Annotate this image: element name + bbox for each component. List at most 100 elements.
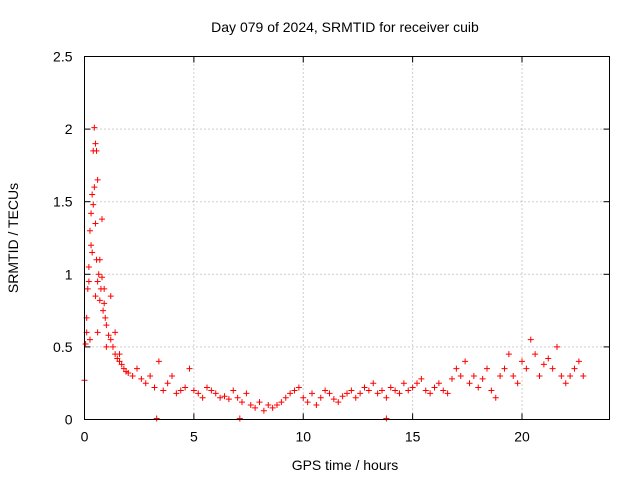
data-point <box>449 375 455 382</box>
data-point <box>313 401 320 408</box>
data-point <box>101 285 108 292</box>
data-point <box>92 140 99 147</box>
data-point <box>545 355 552 362</box>
chart-title: Day 079 of 2024, SRMTID for receiver cui… <box>211 19 479 35</box>
data-point <box>221 393 228 400</box>
data-point <box>304 399 311 406</box>
data-point <box>580 372 587 379</box>
data-point <box>107 336 114 343</box>
data-point <box>510 372 517 379</box>
data-point <box>247 401 254 408</box>
x-axis-title: GPS time / hours <box>292 457 399 473</box>
data-point <box>92 293 99 300</box>
data-point <box>532 351 539 358</box>
data-point <box>96 256 103 263</box>
data-point <box>190 387 197 394</box>
data-point <box>103 322 110 329</box>
data-point <box>501 365 508 372</box>
data-point <box>352 394 359 401</box>
y-tick-label: 2.5 <box>53 49 73 65</box>
data-point <box>383 415 390 422</box>
data-point <box>173 390 180 397</box>
data-point <box>422 387 429 394</box>
data-point <box>317 394 324 401</box>
data-point <box>212 390 219 397</box>
data-point <box>462 358 469 365</box>
data-point <box>265 401 272 408</box>
data-point <box>85 264 92 271</box>
data-point <box>88 210 95 217</box>
data-point <box>102 314 109 321</box>
data-point <box>540 361 547 368</box>
data-point <box>96 297 103 304</box>
data-point <box>103 343 110 350</box>
grid-lines <box>84 56 610 420</box>
data-point <box>344 390 350 397</box>
data-point <box>94 176 101 183</box>
data-point <box>361 384 368 391</box>
data-point <box>89 249 96 256</box>
data-point <box>90 201 97 208</box>
data-point <box>100 307 107 314</box>
axis-ticks <box>84 56 610 420</box>
tick-labels: 0 5 10 15 20 0 0.5 1 1.5 2 2.5 <box>53 49 530 445</box>
data-point <box>195 390 202 397</box>
data-point <box>357 390 364 397</box>
data-point <box>435 380 442 387</box>
data-point <box>230 387 237 394</box>
data-point <box>492 394 499 401</box>
data-point <box>505 351 512 358</box>
data-point <box>457 372 464 379</box>
data-point <box>234 394 241 401</box>
data-point <box>86 227 93 234</box>
data-point <box>554 343 560 350</box>
data-point <box>431 384 438 391</box>
data-point <box>409 384 416 391</box>
data-point <box>575 358 582 365</box>
data-point <box>99 274 105 281</box>
data-point <box>274 401 280 408</box>
data-point <box>278 399 285 406</box>
x-tick-label: 0 <box>81 429 89 445</box>
data-point <box>85 278 92 285</box>
data-point <box>89 191 96 198</box>
data-point <box>105 332 112 339</box>
data-point <box>440 387 447 394</box>
data-point <box>252 404 259 411</box>
data-point <box>405 387 412 394</box>
data-point <box>414 380 420 387</box>
data-point <box>134 365 140 372</box>
data-point <box>204 384 210 391</box>
data-point <box>107 293 114 300</box>
data-point <box>497 372 504 379</box>
data-point <box>392 387 399 394</box>
data-point <box>527 336 534 343</box>
data-point <box>295 384 302 391</box>
data-point <box>147 372 154 379</box>
data-point <box>427 390 434 397</box>
data-point <box>348 387 355 394</box>
data-point <box>300 394 307 401</box>
y-tick-label: 0.5 <box>53 339 73 355</box>
data-point <box>260 407 267 414</box>
data-point <box>335 399 342 406</box>
data-point <box>199 394 206 401</box>
y-axis-title: SRMTID / TECUs <box>5 183 21 293</box>
data-point <box>291 387 298 394</box>
data-point <box>95 271 102 278</box>
x-tick-label: 10 <box>295 429 311 445</box>
data-point <box>93 147 100 154</box>
data-point <box>479 375 486 382</box>
data-point <box>562 380 569 387</box>
data-point <box>153 415 160 422</box>
data-point <box>94 278 101 285</box>
data-point <box>92 220 99 227</box>
x-tick-label: 5 <box>190 429 198 445</box>
data-point <box>514 380 521 387</box>
data-point <box>379 387 385 394</box>
data-point <box>91 184 98 191</box>
data-point <box>549 365 556 372</box>
data-point <box>142 380 149 387</box>
data-point <box>112 329 119 336</box>
